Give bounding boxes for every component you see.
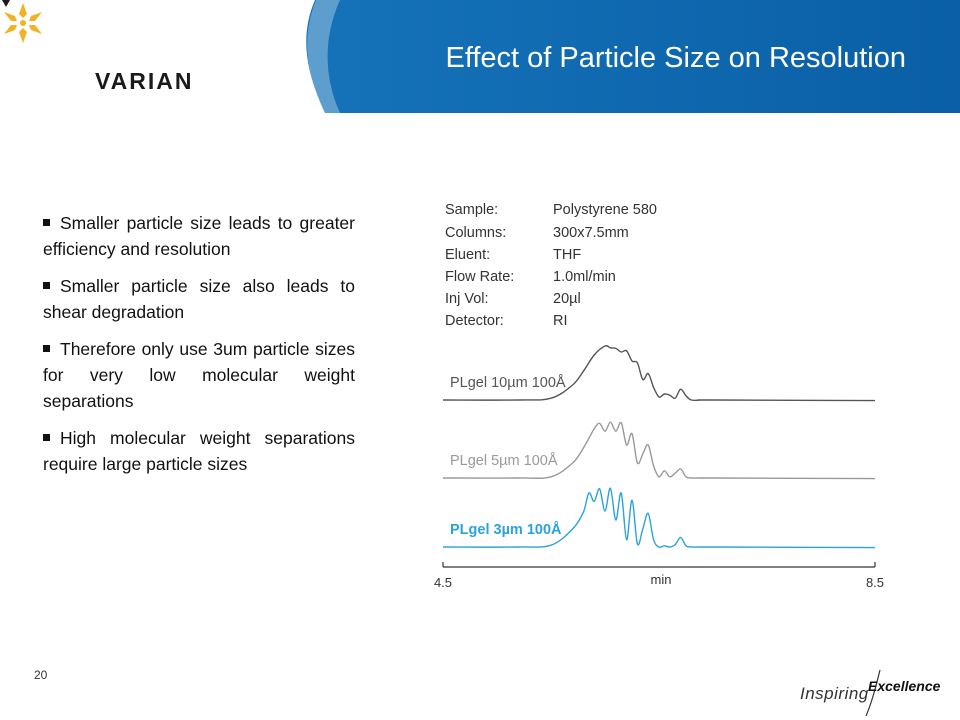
x-tick-label: 4.5 — [434, 575, 452, 590]
condition-label: Flow Rate: — [445, 269, 514, 285]
varian-star-icon — [2, 0, 42, 43]
condition-value: RI — [553, 313, 568, 329]
condition-value: Polystyrene 580 — [553, 202, 657, 218]
series-label: PLgel 5µm 100Å — [450, 452, 558, 469]
page-number: 20 — [34, 668, 48, 682]
square-bullet-icon — [43, 282, 50, 289]
square-bullet-icon — [43, 434, 50, 441]
bullet-item: Smaller particle size also leads to shea… — [43, 276, 355, 322]
footer-excellence-text: Excellence — [868, 678, 941, 694]
x-tick-label: 8.5 — [866, 575, 884, 590]
header-band: VARIAN Effect of Particle Size on Resolu… — [0, 0, 960, 113]
slide-title: Effect of Particle Size on Resolution — [445, 42, 907, 74]
bullet-item: High molecular weight separations requir… — [43, 428, 355, 474]
bullet-list: Smaller particle size leads to greater e… — [43, 210, 355, 488]
condition-label: Columns: — [445, 225, 506, 241]
footer-inspiring-text: Inspiring — [800, 684, 869, 703]
bullet-item: Therefore only use 3um particle sizes fo… — [43, 339, 355, 411]
condition-value: THF — [553, 247, 581, 263]
condition-label: Eluent: — [445, 247, 490, 263]
bullet-item: Smaller particle size leads to greater e… — [43, 213, 355, 259]
condition-label: Detector: — [445, 313, 504, 329]
series-line — [442, 421, 876, 480]
x-axis-label: min — [651, 572, 672, 587]
square-bullet-icon — [43, 345, 50, 352]
condition-value: 1.0ml/min — [553, 269, 616, 285]
series-layer: PLgel 10µm 100Å PLgel 5µm 100Å PLgel 3µm 1… — [442, 345, 876, 549]
conditions-table: Sample: Polystyrene 580 Columns: 300x7.5… — [445, 202, 657, 329]
inspiring-excellence-swoosh-icon — [865, 669, 881, 716]
condition-label: Inj Vol: — [445, 291, 489, 307]
condition-label: Sample: — [445, 202, 498, 218]
series-label: PLgel 10µm 100Å — [450, 374, 566, 391]
header-background — [0, 0, 960, 113]
condition-value: 20µl — [553, 291, 581, 307]
varian-logo-text: VARIAN — [95, 68, 194, 94]
series-line — [442, 345, 876, 402]
condition-value: 300x7.5mm — [553, 225, 629, 241]
x-axis: 4.5 8.5 min — [434, 562, 884, 590]
series-line — [442, 487, 876, 549]
chromatogram-chart: Sample: Polystyrene 580 Columns: 300x7.5… — [434, 202, 884, 590]
series-label: PLgel 3µm 100Å — [450, 521, 562, 538]
square-bullet-icon — [43, 219, 50, 226]
